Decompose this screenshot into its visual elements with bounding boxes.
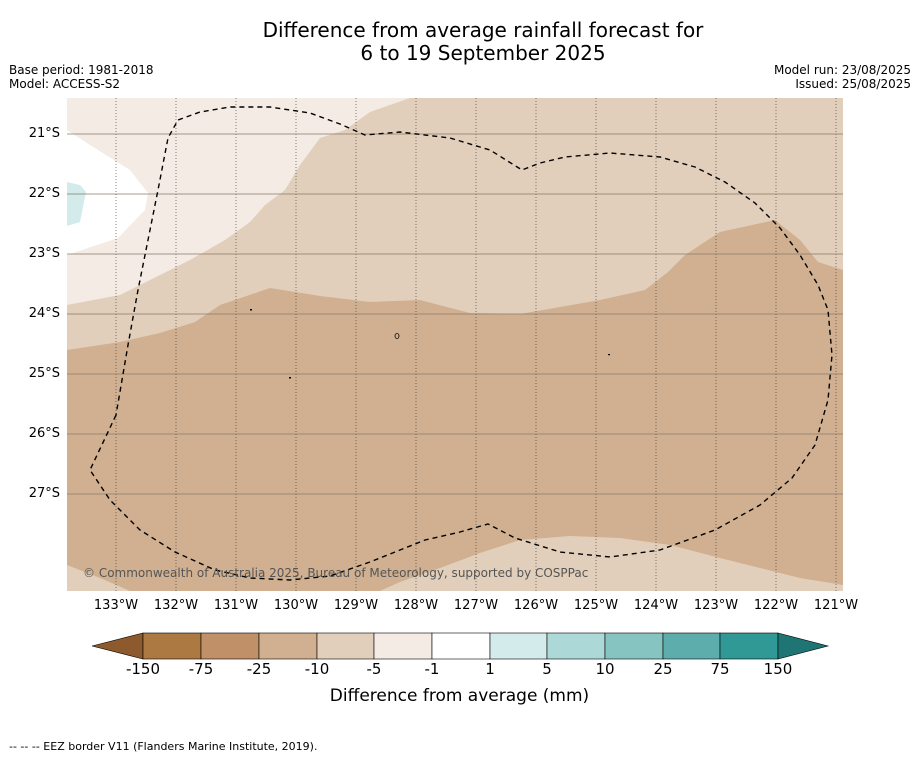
colorbar-segment [719, 632, 779, 660]
colorbar-tick-label: -1 [424, 660, 440, 678]
lat-label: 26°S [28, 426, 60, 441]
colorbar-segment [546, 632, 606, 660]
colorbar-segment [431, 632, 491, 660]
lon-label: 121°W [813, 598, 859, 613]
base-period: Base period: 1981-2018 [9, 63, 154, 77]
lat-label: 24°S [28, 306, 60, 321]
copyright-notice: © Commonwealth of Australia 2025, Bureau… [83, 566, 589, 580]
colorbar-tick-label: -75 [188, 660, 214, 678]
lon-label: 132°W [153, 598, 199, 613]
colorbar-title: Difference from average (mm) [329, 686, 590, 706]
island-markers [250, 309, 610, 379]
lon-label: 122°W [753, 598, 799, 613]
model-name: Model: ACCESS-S2 [9, 77, 121, 91]
lon-label: 124°W [633, 598, 679, 613]
colorbar-tick-label: 25 [653, 660, 673, 678]
colorbar-extend-high [777, 632, 830, 660]
colorbar-tick-label: -5 [366, 660, 382, 678]
colorbar-tick-label: -25 [246, 660, 272, 678]
lon-label: 129°W [333, 598, 379, 613]
lon-label: 128°W [393, 598, 439, 613]
colorbar-tick-label: 75 [710, 660, 730, 678]
lon-label: 126°W [513, 598, 559, 613]
issued-date: Issued: 25/08/2025 [795, 77, 911, 91]
lon-label: 133°W [93, 598, 139, 613]
lon-label: 131°W [213, 598, 259, 613]
colorbar-tick-label: 10 [595, 660, 615, 678]
meta-right: Model run: 23/08/2025 Issued: 25/08/2025 [774, 63, 911, 91]
title-line-1: Difference from average rainfall forecas… [262, 18, 704, 42]
colorbar-segment [258, 632, 318, 660]
colorbar-segment [316, 632, 375, 660]
lon-label: 125°W [573, 598, 619, 613]
band-minus-1-to-1 [67, 130, 148, 255]
map-fill-layers [67, 98, 843, 591]
band-minus-10-to-5-south [67, 536, 843, 591]
colorbar-segment [489, 632, 548, 660]
lat-label: 27°S [28, 486, 60, 501]
colorbar-extend-low [91, 632, 144, 660]
band-1-to-5 [67, 182, 86, 226]
model-run: Model run: 23/08/2025 [773, 63, 911, 77]
lat-label: 21°S [28, 126, 60, 141]
colorbar-tick-label: 5 [542, 660, 552, 678]
lon-label: 127°W [453, 598, 499, 613]
latitude-lines [67, 133, 843, 495]
graticule [115, 98, 837, 591]
colorbar-segment [142, 632, 202, 660]
eez-footnote: -- -- -- EEZ border V11 (Flanders Marine… [9, 740, 318, 753]
band-minus-5-to-1 [67, 98, 410, 305]
lat-label: 22°S [28, 186, 60, 201]
title-line-2: 6 to 19 September 2025 [360, 41, 606, 65]
lat-label: 23°S [28, 246, 60, 261]
lon-label: 123°W [693, 598, 739, 613]
meta-left: Base period: 1981-2018 Model: ACCESS-S2 [9, 63, 154, 91]
lon-label: 130°W [273, 598, 319, 613]
colorbar-tick-label: 1 [485, 660, 495, 678]
colorbar-segment [200, 632, 260, 660]
colorbar-segment [662, 632, 721, 660]
colorbar-segment [373, 632, 433, 660]
lat-label: 25°S [28, 366, 60, 381]
colorbar-segment [604, 632, 664, 660]
colorbar-tick-label: -10 [304, 660, 330, 678]
colorbar [91, 632, 830, 660]
colorbar-tick-label: 150 [763, 660, 793, 678]
colorbar-tick-label: -150 [125, 660, 161, 678]
